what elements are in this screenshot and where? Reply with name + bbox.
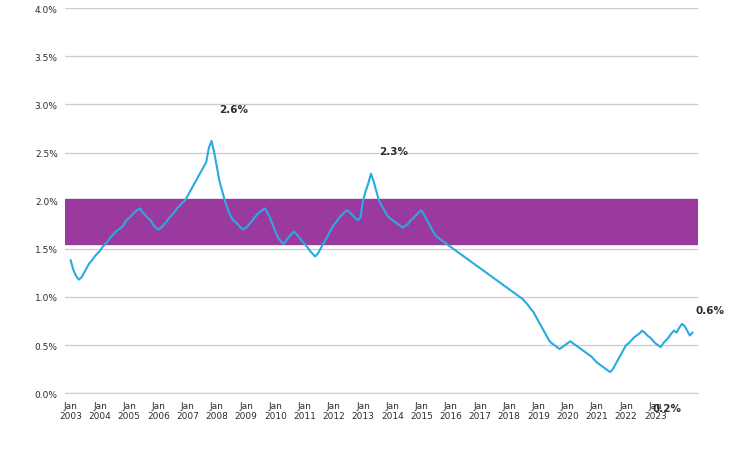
Text: 0.6%: 0.6% [695,306,724,316]
Text: 2.3%: 2.3% [379,147,408,157]
Text: 2.6%: 2.6% [220,105,248,115]
Bar [66,199,698,244]
Text: 0.2%: 0.2% [653,403,682,413]
